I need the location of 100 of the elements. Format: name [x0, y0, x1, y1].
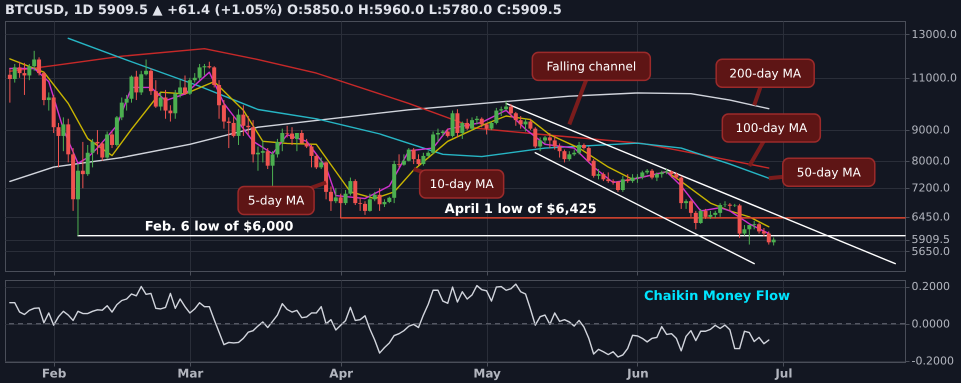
- candlestick: [183, 74, 187, 96]
- candlestick: [280, 128, 284, 152]
- candlestick: [314, 154, 318, 170]
- x-tick-label: Mar: [177, 366, 204, 380]
- candlestick: [684, 198, 688, 210]
- candlestick: [110, 131, 114, 149]
- candlestick: [328, 186, 333, 212]
- candlestick: [480, 116, 484, 128]
- annotation: 100-day MA: [735, 121, 808, 136]
- candlestick: [499, 106, 504, 116]
- candlestick: [368, 193, 372, 212]
- y-tick-label: 13000.0: [912, 28, 957, 41]
- annotation: Chaikin Money Flow: [644, 289, 790, 304]
- y-tick-label: 0.0000: [912, 317, 950, 330]
- candlestick: [56, 122, 61, 168]
- candlestick: [334, 188, 338, 204]
- candlestick: [158, 92, 163, 112]
- y-tick-label: 11000.0: [912, 71, 957, 84]
- annotation: Feb. 6 low of $6,000: [144, 220, 294, 235]
- candlestick: [27, 63, 32, 81]
- candlestick: [129, 74, 134, 104]
- candlestick: [460, 121, 464, 140]
- candlestick: [344, 190, 348, 206]
- candlestick: [32, 50, 36, 72]
- candlestick: [470, 116, 474, 131]
- candlestick: [290, 126, 294, 146]
- candlestick: [164, 89, 168, 120]
- candlestick: [494, 107, 498, 125]
- candlestick: [450, 110, 455, 138]
- candlestick: [304, 138, 309, 149]
- candlestick: [416, 154, 421, 166]
- candlestick: [300, 130, 304, 144]
- candlestick: [168, 104, 172, 122]
- candlestick: [552, 135, 557, 150]
- annotation: 50-day MA: [796, 165, 862, 180]
- candlestick: [309, 144, 314, 168]
- y-tick-label: -0.2000: [912, 354, 954, 368]
- candlestick: [18, 61, 22, 78]
- candlestick: [406, 148, 411, 162]
- candlestick: [465, 118, 470, 131]
- candlestick: [616, 180, 620, 192]
- annotation: 5-day MA: [248, 193, 306, 208]
- candlestick: [353, 178, 358, 206]
- candlestick: [528, 118, 532, 131]
- candlestick: [37, 56, 42, 76]
- candlestick: [22, 62, 26, 96]
- candlestick: [222, 100, 226, 130]
- candlestick: [266, 148, 270, 170]
- candlestick: [504, 100, 508, 112]
- candlestick: [372, 191, 377, 202]
- candlestick: [241, 104, 246, 136]
- candlestick: [358, 196, 362, 212]
- candlestick: [548, 132, 552, 149]
- candlestick: [232, 115, 236, 138]
- x-tick-label: Apr: [329, 366, 354, 380]
- candlestick: [718, 202, 722, 218]
- candlestick: [173, 89, 178, 120]
- candlestick: [217, 80, 222, 120]
- candlestick: [139, 70, 144, 96]
- candlestick: [723, 200, 727, 208]
- candlestick: [105, 131, 110, 160]
- candlestick: [514, 111, 518, 126]
- candlestick: [294, 132, 299, 152]
- candlestick: [766, 230, 771, 246]
- x-tick-label: Jun: [626, 366, 649, 380]
- candlestick: [436, 128, 440, 142]
- candlestick: [198, 63, 202, 81]
- candlestick: [319, 157, 324, 170]
- annotation: Falling channel: [546, 59, 636, 74]
- candlestick: [275, 138, 280, 158]
- candlestick: [95, 130, 100, 155]
- candlestick: [236, 108, 241, 146]
- candlestick: [431, 131, 436, 155]
- candlestick: [178, 80, 182, 98]
- x-tick-label: Jul: [774, 366, 792, 380]
- candlestick: [694, 210, 698, 230]
- candlestick: [46, 92, 51, 112]
- candlestick: [538, 136, 542, 152]
- x-tick-label: Feb: [42, 366, 67, 380]
- candlestick: [202, 63, 206, 76]
- candlestick: [567, 150, 572, 162]
- candlestick: [124, 94, 129, 112]
- candlestick: [348, 177, 352, 196]
- candlestick: [378, 188, 382, 212]
- y-tick-label: 5909.5: [912, 233, 950, 246]
- candlestick: [650, 168, 654, 180]
- candlestick: [338, 193, 343, 218]
- candlestick: [100, 141, 104, 162]
- candlestick: [61, 116, 66, 152]
- candlestick: [577, 141, 582, 155]
- candlestick: [421, 152, 426, 166]
- candlestick: [484, 122, 489, 135]
- candlestick: [212, 66, 216, 88]
- candlestick: [120, 96, 124, 121]
- candlestick: [596, 168, 601, 180]
- y-tick-label: 7200.0: [912, 182, 950, 195]
- candlestick: [12, 63, 17, 84]
- candlestick: [688, 198, 693, 218]
- annotation: 200-day MA: [729, 66, 802, 80]
- candlestick: [8, 68, 12, 104]
